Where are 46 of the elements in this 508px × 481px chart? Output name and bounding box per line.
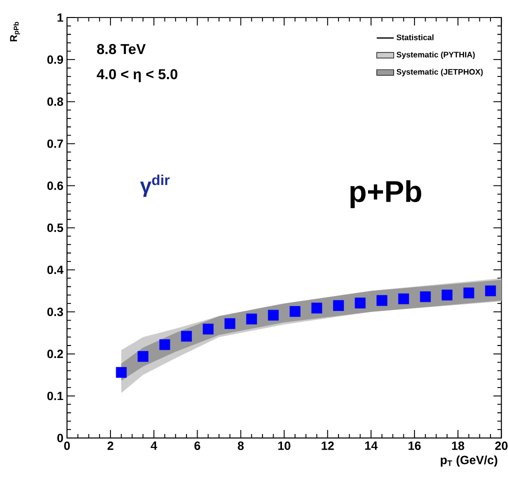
y-tick-label: 0.4 <box>47 266 64 274</box>
y-tick-label: 0.7 <box>47 139 63 148</box>
y-tick-label: 1 <box>58 13 64 22</box>
point <box>311 302 322 314</box>
x-tick-label: 0 <box>64 442 70 450</box>
point <box>333 300 344 311</box>
x-tick-label: 16 <box>408 442 421 450</box>
point <box>420 291 431 302</box>
point <box>354 298 366 308</box>
annotation: 8.8 TeV <box>97 44 146 54</box>
annotation: γ$^{dir}$ <box>140 174 170 197</box>
x-tick-label: 4 <box>150 442 158 450</box>
point <box>116 367 127 378</box>
x-tick-label: 6 <box>194 442 200 450</box>
annotation: 4.0 < η < 5.0 <box>96 69 178 82</box>
x-tick-label: 18 <box>452 442 464 450</box>
point <box>398 293 410 304</box>
y-tick-label: 0.9 <box>47 55 64 64</box>
y-tick-label: 0.3 <box>47 308 64 316</box>
point <box>159 339 170 350</box>
annotation: p+Pb <box>350 180 422 208</box>
x-tick-label: 2 <box>108 442 114 450</box>
point <box>485 285 496 296</box>
point <box>224 318 236 330</box>
point <box>138 351 148 362</box>
point <box>290 306 300 317</box>
y-tick-label: 0 <box>57 434 63 442</box>
y-tick-label: 0.1 <box>47 392 64 400</box>
x-tick-label: 10 <box>278 442 290 450</box>
x-tick-label: 12 <box>322 442 334 450</box>
y-tick-label: 0.5 <box>47 224 64 232</box>
point <box>442 290 452 300</box>
point <box>268 310 279 321</box>
point <box>181 330 192 342</box>
point <box>202 324 214 334</box>
x-tick-label: 8 <box>238 442 244 450</box>
x-axis-title: p$_{T}$ (GeV/c) <box>440 455 498 467</box>
point <box>463 288 474 298</box>
y-axis-title: R$_{pPb}$ <box>10 22 20 42</box>
point <box>246 314 257 324</box>
y-tick-label: 0.8 <box>47 97 64 106</box>
y-tick-label: 0.2 <box>47 350 64 358</box>
x-tick-label: 20 <box>495 442 508 450</box>
y-tick-label: 0.6 <box>47 182 64 190</box>
point <box>376 295 388 306</box>
x-tick-label: 14 <box>365 442 378 450</box>
